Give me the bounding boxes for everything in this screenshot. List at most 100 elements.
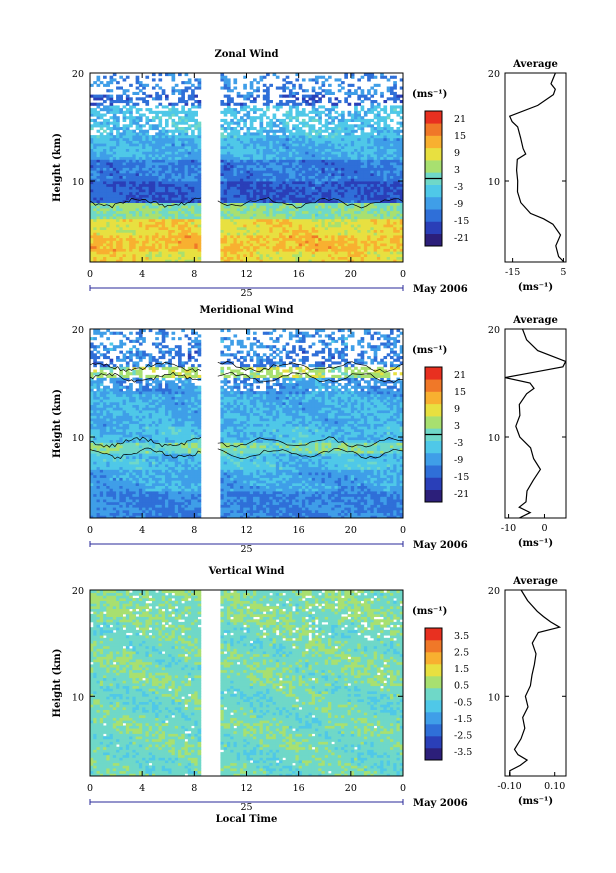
heatmap-cell <box>262 97 267 101</box>
heatmap-cell <box>246 226 251 230</box>
heatmap-cell <box>191 216 195 220</box>
heatmap-cell <box>148 248 153 252</box>
heatmap-cell <box>158 208 163 212</box>
heatmap-cell <box>386 154 391 158</box>
heatmap-cell <box>233 116 238 120</box>
heatmap-cell <box>236 243 241 247</box>
heatmap-cell <box>135 256 140 260</box>
heatmap-cell <box>324 129 329 133</box>
heatmap-cell <box>354 216 358 220</box>
heatmap-cell <box>249 199 254 203</box>
heatmap-cell <box>292 199 296 203</box>
heatmap-cell <box>341 202 345 206</box>
heatmap-cell <box>279 224 283 228</box>
heatmap-cell <box>197 140 202 144</box>
heatmap-cell <box>350 183 355 187</box>
heatmap-cell <box>301 186 306 190</box>
heatmap-cell <box>253 189 257 193</box>
heatmap-cell <box>145 94 150 98</box>
heatmap-cell <box>341 245 345 249</box>
heatmap-cell <box>331 205 335 209</box>
heatmap-cell <box>393 159 397 163</box>
heatmap-cell <box>132 129 137 133</box>
heatmap-cell <box>184 137 189 141</box>
heatmap-cell <box>288 256 293 260</box>
heatmap-cell <box>187 232 192 236</box>
heatmap-cell <box>386 135 391 139</box>
heatmap-cell <box>347 194 352 198</box>
heatmap-cell <box>393 194 397 198</box>
heatmap-cell <box>106 156 110 160</box>
heatmap-cell <box>132 105 137 109</box>
heatmap-cell <box>96 226 101 230</box>
heatmap-cell <box>337 259 342 263</box>
heatmap-cell <box>135 259 140 263</box>
heatmap-cell <box>184 145 189 149</box>
heatmap-cell <box>158 256 163 260</box>
heatmap-cell <box>233 253 238 257</box>
heatmap-cell <box>282 178 287 182</box>
heatmap-cell <box>233 259 238 263</box>
heatmap-cell <box>132 237 137 241</box>
heatmap-cell <box>370 156 375 160</box>
heatmap-cell <box>324 245 329 249</box>
heatmap-cell <box>171 121 176 125</box>
heatmap-cell <box>256 129 260 133</box>
heatmap-cell <box>370 208 375 212</box>
heatmap-cell <box>164 121 169 125</box>
heatmap-cell <box>331 170 335 174</box>
heatmap-cell <box>292 127 296 131</box>
heatmap-cell <box>253 143 257 147</box>
heatmap-cell <box>393 221 397 225</box>
heatmap-cell <box>158 202 163 206</box>
heatmap-cell <box>223 237 228 241</box>
heatmap-cell <box>282 235 287 239</box>
heatmap-cell <box>347 143 352 147</box>
heatmap-cell <box>272 121 277 125</box>
heatmap-cell <box>370 151 375 155</box>
heatmap-cell <box>135 205 140 209</box>
heatmap-cell <box>282 205 287 209</box>
heatmap-cell <box>324 253 329 257</box>
heatmap-cell <box>318 148 322 152</box>
heatmap-cell <box>253 151 257 155</box>
heatmap-cell <box>399 183 404 187</box>
heatmap-cell <box>347 199 352 203</box>
heatmap-cell <box>383 108 388 112</box>
heatmap-cell <box>262 172 267 176</box>
heatmap-cell <box>158 245 163 249</box>
heatmap-cell <box>367 197 371 201</box>
heatmap-cell <box>194 189 198 193</box>
heatmap-cell <box>109 221 114 225</box>
heatmap-cell <box>116 132 120 136</box>
heatmap-cell <box>288 208 293 212</box>
heatmap-cell <box>99 175 104 179</box>
heatmap-cell <box>96 218 101 222</box>
heatmap-cell <box>341 167 345 171</box>
heatmap-cell <box>279 243 283 247</box>
heatmap-cell <box>236 110 241 114</box>
heatmap-cell <box>249 256 254 260</box>
heatmap-cell <box>158 248 163 252</box>
heatmap-cell <box>292 243 296 247</box>
heatmap-cell <box>328 127 332 131</box>
heatmap-cell <box>256 145 260 149</box>
heatmap-cell <box>301 256 306 260</box>
heatmap-cell <box>138 156 143 160</box>
heatmap-cell <box>389 221 394 225</box>
heatmap-cell <box>239 235 244 239</box>
heatmap-cell <box>285 145 290 149</box>
heatmap-cell <box>239 105 244 109</box>
heatmap-cell <box>230 189 234 193</box>
heatmap-cell <box>311 232 316 236</box>
heatmap-cell <box>112 221 117 225</box>
heatmap-cell <box>354 178 358 182</box>
heatmap-cell <box>344 124 348 128</box>
heatmap-cell <box>132 224 137 228</box>
heatmap-cell <box>220 145 225 149</box>
heatmap-cell <box>253 208 257 212</box>
heatmap-cell <box>301 183 306 187</box>
heatmap-cell <box>93 156 97 160</box>
heatmap-cell <box>197 132 202 136</box>
heatmap-cell <box>272 151 277 155</box>
